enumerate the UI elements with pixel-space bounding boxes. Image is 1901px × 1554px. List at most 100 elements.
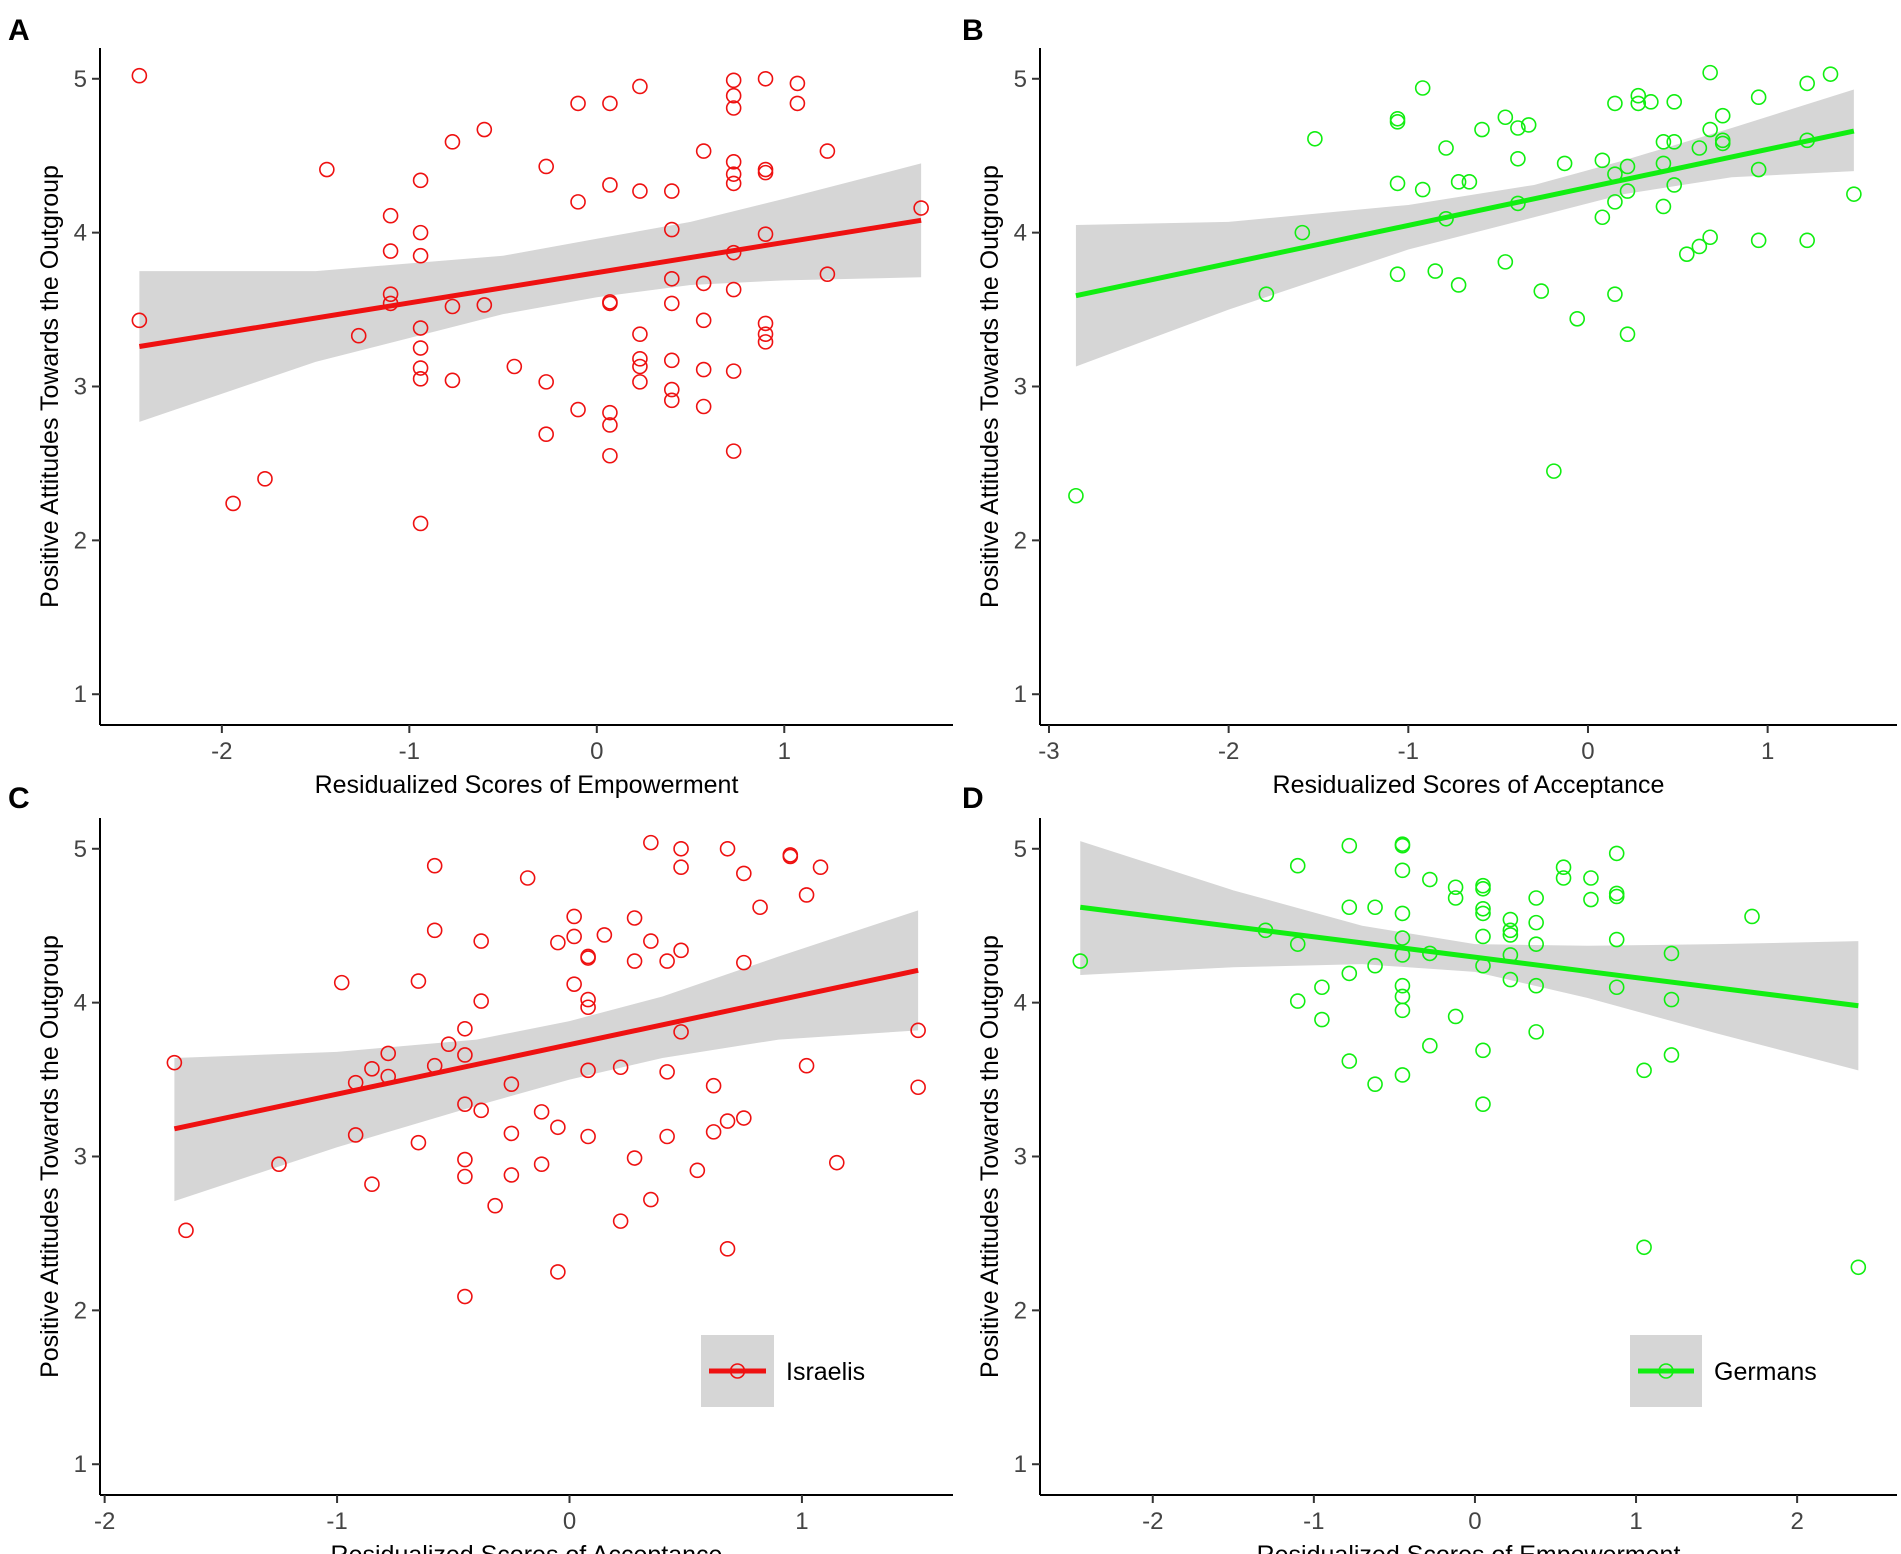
- y-tick-label: 5: [74, 66, 87, 93]
- data-point: [695, 143, 712, 159]
- data-point: [1583, 870, 1599, 886]
- legend: Germans: [1630, 1335, 1817, 1407]
- data-point: [380, 1045, 397, 1062]
- data-point: [626, 953, 643, 969]
- data-point: [476, 121, 493, 138]
- data-point: [1655, 198, 1672, 215]
- data-point: [412, 371, 429, 387]
- data-point: [602, 447, 618, 464]
- data-point: [910, 1022, 926, 1039]
- y-tick-label: 4: [1014, 990, 1027, 1017]
- data-point: [426, 922, 443, 939]
- data-point: [1607, 194, 1623, 210]
- x-tick-label: -2: [1218, 738, 1239, 765]
- data-point: [789, 75, 806, 92]
- data-point: [1474, 121, 1490, 138]
- data-point: [913, 200, 929, 216]
- data-point: [347, 1127, 364, 1143]
- legend-point: [729, 1363, 746, 1379]
- panel-a: A 1 2 3 4 5 -2 -1 0 1 Residualized Scores of Empow…: [8, 14, 953, 799]
- data-point: [1510, 150, 1526, 167]
- data-point: [1702, 121, 1718, 138]
- data-point: [1607, 95, 1623, 112]
- data-point: [444, 298, 461, 315]
- data-point: [444, 372, 461, 389]
- data-point: [1663, 991, 1680, 1008]
- data-point: [757, 70, 774, 87]
- data-point: [566, 908, 582, 925]
- data-point: [695, 312, 712, 329]
- data-point: [673, 859, 689, 876]
- data-point: [602, 295, 618, 312]
- y-axis-title: Positive Attitudes Towards the Outgroup: [36, 935, 64, 1378]
- data-point: [319, 161, 335, 178]
- data-point: [538, 426, 554, 442]
- data-point: [1528, 936, 1544, 952]
- data-point: [473, 993, 489, 1009]
- data-point: [1619, 326, 1636, 342]
- regression-line: [173, 967, 919, 1132]
- data-point: [1394, 905, 1411, 922]
- x-tick-label: -2: [94, 1508, 115, 1535]
- data-point: [1502, 927, 1519, 943]
- data-point: [1389, 175, 1406, 192]
- legend: Israelis: [701, 1335, 865, 1407]
- data-point: [789, 95, 806, 112]
- data-point: [1438, 140, 1454, 156]
- data-point: [412, 515, 429, 532]
- data-point: [1750, 161, 1767, 178]
- y-axis-title: Positive Attitudes Towards the Outgroup: [976, 935, 1004, 1378]
- data-point: [1341, 1053, 1358, 1069]
- data-point: [382, 286, 399, 302]
- data-point: [1422, 871, 1438, 888]
- data-point: [626, 1150, 643, 1166]
- y-tick-label: 2: [1014, 527, 1027, 554]
- confidence-band: [1075, 89, 1854, 367]
- data-point: [632, 358, 648, 375]
- data-point: [663, 392, 680, 409]
- data-point: [1533, 283, 1550, 299]
- data-point: [663, 270, 680, 287]
- x-tick-label: -1: [326, 1508, 347, 1535]
- data-point: [663, 183, 680, 199]
- panel-c: C 1 2 3 4 5 -2 -1 0 1 Residualized Scores of Accep…: [8, 782, 953, 1554]
- data-point: [1414, 80, 1431, 96]
- data-point: [1389, 114, 1406, 130]
- data-point: [1258, 286, 1275, 302]
- data-point: [643, 1191, 659, 1208]
- data-point: [1307, 130, 1323, 147]
- data-point: [550, 1264, 566, 1280]
- data-point: [1475, 877, 1491, 894]
- data-point: [538, 158, 554, 175]
- data-point: [382, 243, 399, 259]
- data-point: [1583, 891, 1599, 908]
- data-point: [570, 194, 586, 210]
- data-point: [725, 166, 742, 182]
- y-tick-label: 4: [74, 220, 87, 247]
- data-point: [757, 326, 774, 342]
- data-point: [1389, 266, 1406, 282]
- data-point: [580, 999, 596, 1016]
- x-tick-label: 0: [563, 1508, 576, 1535]
- data-point: [1341, 837, 1358, 854]
- data-point: [725, 281, 742, 298]
- data-point: [1744, 908, 1760, 925]
- data-point: [725, 443, 742, 459]
- data-point: [673, 942, 689, 959]
- x-tick-label: -1: [1303, 1508, 1324, 1535]
- data-point: [166, 1054, 183, 1071]
- x-tick-label: 0: [1468, 1508, 1481, 1535]
- data-point: [1394, 988, 1411, 1005]
- x-axis-title: Residualized Scores of Acceptance: [331, 1541, 723, 1554]
- data-point: [503, 1167, 520, 1183]
- data-point: [580, 991, 596, 1008]
- data-point: [506, 358, 523, 375]
- data-point: [538, 374, 554, 390]
- y-tick-label: 4: [74, 990, 87, 1017]
- data-point: [632, 326, 648, 342]
- data-point: [1608, 931, 1625, 948]
- data-point: [736, 865, 752, 882]
- data-point: [1289, 857, 1306, 874]
- data-point: [570, 401, 586, 418]
